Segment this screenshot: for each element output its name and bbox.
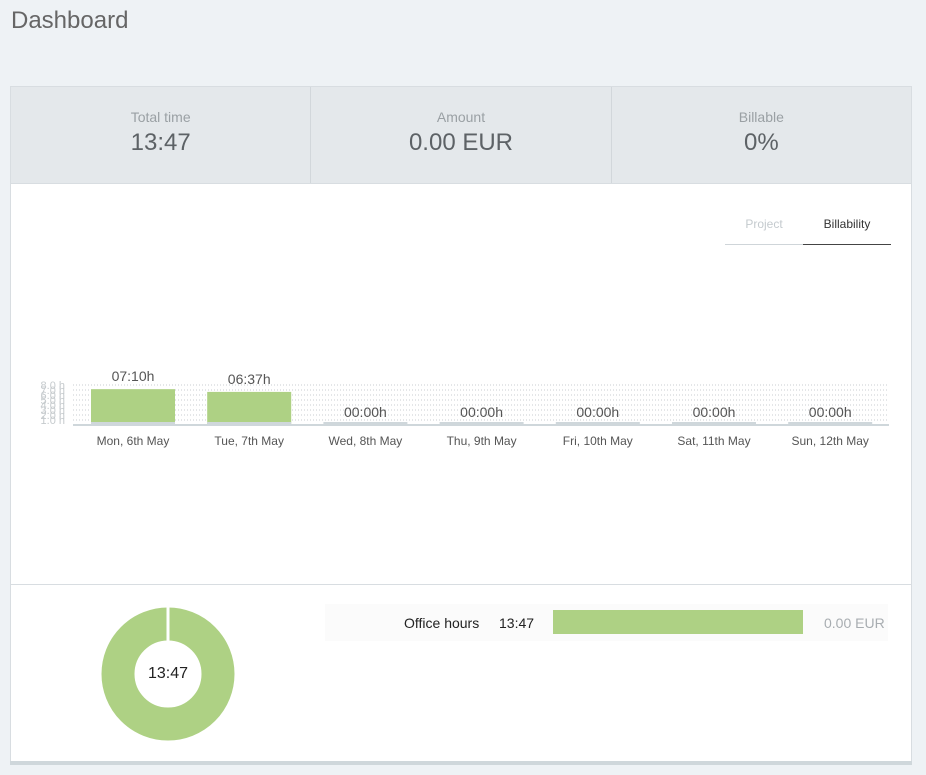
bar-baseline	[788, 422, 873, 425]
bar	[91, 389, 175, 425]
x-tick-label: Fri, 10th May	[563, 434, 633, 448]
bar-baseline	[439, 422, 524, 425]
y-tick-label: 8.0 h	[41, 380, 65, 392]
bar-data-label: 07:10h	[112, 368, 155, 384]
tab-billability[interactable]: Billability	[803, 203, 891, 245]
x-tick-label: Mon, 6th May	[97, 434, 170, 448]
stat-value: 0.00 EUR	[408, 129, 514, 156]
stat-billable: Billable 0%	[612, 87, 911, 183]
stat-label: Amount	[436, 109, 486, 125]
bar-baseline	[555, 422, 640, 425]
donut-chart: 13:47	[101, 607, 235, 741]
y-tick-label: 2.0 h	[41, 410, 65, 422]
section-divider	[11, 584, 911, 585]
donut-svg	[101, 607, 235, 741]
x-tick-label: Wed, 8th May	[328, 434, 402, 448]
weekly-bar-chart: 1.0 h2.0 h3.0 h4.0 h5.0 h6.0 h7.0 h8.0 h…	[41, 368, 889, 448]
y-tick-label: 7.0 h	[41, 385, 65, 397]
page-title: Dashboard	[11, 7, 129, 34]
bar-data-label: 06:37h	[228, 371, 271, 387]
stat-label: Billable	[738, 109, 784, 125]
x-tick-label: Thu, 9th May	[447, 434, 517, 448]
dashboard-panel: Total time 13:47 Amount 0.00 EUR Billabl…	[10, 86, 912, 764]
stat-total-time: Total time 13:47	[11, 87, 312, 183]
y-tick-label: 5.0 h	[41, 395, 65, 407]
bar-data-label: 00:00h	[809, 404, 852, 420]
breakdown-time: 13:47	[499, 614, 535, 631]
y-tick-label: 3.0 h	[41, 405, 65, 417]
stat-label: Total time	[130, 109, 191, 125]
bar-baseline	[207, 422, 292, 425]
bar-baseline	[323, 422, 408, 425]
bar-baseline	[672, 422, 756, 425]
bar-data-label: 00:00h	[344, 404, 387, 420]
weekly-chart: 1.0 h 2.0 h 3.0 h 4.0 h 5.0 h 6.0 h 7.0 h 8.0 h…	[11, 282, 911, 572]
donut-center-label: 13:47	[147, 665, 189, 682]
x-tick-label: Sun, 12th May	[792, 434, 869, 448]
breakdown-bar	[553, 610, 803, 634]
bar-data-label: 00:00h	[693, 404, 736, 420]
stat-amount: Amount 0.00 EUR	[311, 87, 612, 183]
bar-baseline	[91, 422, 175, 425]
y-tick-label: 4.0 h	[41, 400, 65, 412]
bar	[207, 391, 292, 425]
breakdown-name: Office hours	[404, 614, 480, 631]
stat-value: 13:47	[130, 129, 191, 156]
stats-bar: Total time 13:47 Amount 0.00 EUR Billabl…	[11, 87, 911, 184]
bar-data-label: 00:00h	[460, 404, 503, 420]
breakdown-row-office-hours[interactable]: Office hours 13:47 0.00 EUR	[325, 604, 888, 641]
y-tick-label: 1.0 h	[41, 415, 65, 427]
x-tick-label: Sat, 11th May	[677, 434, 750, 448]
x-tick-label: Tue, 7th May	[214, 434, 284, 448]
breakdown-amount: 0.00 EUR	[824, 614, 885, 631]
bar-data-label: 00:00h	[576, 404, 619, 420]
panel-bottom-edge	[10, 761, 912, 765]
stat-value: 0%	[743, 129, 779, 156]
tab-project[interactable]: Project	[725, 203, 803, 245]
y-tick-label: 6.0 h	[41, 390, 65, 402]
chart-tabs: Project Billability	[725, 203, 891, 245]
